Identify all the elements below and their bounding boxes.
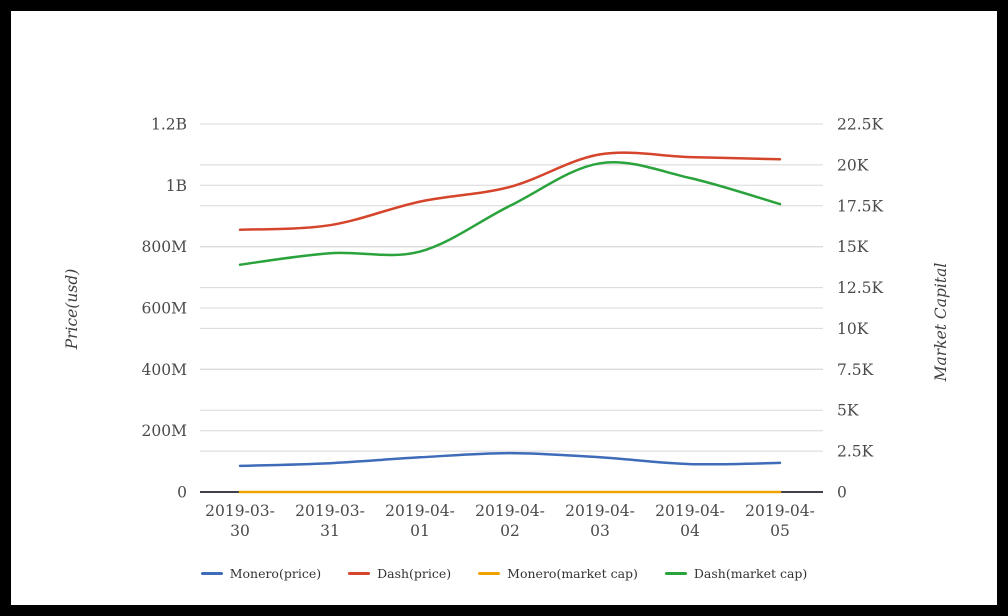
tick-label: 800M bbox=[142, 238, 188, 256]
x-tick-label: 2019-03-31 bbox=[295, 502, 365, 540]
tick-label: 200M bbox=[142, 422, 188, 440]
legend-item-monero-market-cap[interactable]: Monero(market cap) bbox=[478, 566, 638, 581]
right-axis-title: Market Capital bbox=[932, 262, 950, 382]
legend-item-monero-price[interactable]: Monero(price) bbox=[200, 566, 322, 581]
tick-label: 12.5K bbox=[837, 279, 884, 297]
series-group bbox=[238, 151, 782, 494]
series-line-dash-price bbox=[238, 151, 782, 232]
tick-label: 10K bbox=[837, 320, 869, 338]
x-tick-label: 2019-04-04 bbox=[655, 502, 725, 540]
chart-canvas: 0 200M 400M 600M 800M 1B 1.2B 0 2.5K 5K 7.5K 10K 12.… bbox=[11, 11, 997, 605]
legend-label: Dash(price) bbox=[377, 566, 452, 581]
tick-label: 1.2B bbox=[151, 116, 187, 134]
tick-label: 22.5K bbox=[837, 116, 884, 134]
x-tick-label: 2019-04-03 bbox=[565, 502, 635, 540]
tick-label: 20K bbox=[837, 156, 869, 174]
tick-label: 5K bbox=[837, 402, 859, 420]
tick-label: 0 bbox=[837, 484, 847, 502]
plot-area: 0 200M 400M 600M 800M 1B 1.2B 0 2.5K 5K 7.5K 10K 12.… bbox=[142, 116, 884, 541]
left-axis-tick-labels: 0 200M 400M 600M 800M 1B 1.2B bbox=[142, 116, 188, 502]
tick-label: 1B bbox=[166, 177, 187, 195]
legend-label: Monero(price) bbox=[229, 566, 322, 581]
tick-label: 17.5K bbox=[837, 197, 884, 215]
tick-label: 600M bbox=[142, 300, 188, 318]
legend-line-marker bbox=[664, 572, 687, 575]
legend-line-marker bbox=[348, 572, 371, 575]
right-axis-tick-labels: 0 2.5K 5K 7.5K 10K 12.5K 15K 17.5K 20K 22.5K bbox=[837, 116, 884, 502]
tick-label: 400M bbox=[142, 361, 188, 379]
tick-label: 2.5K bbox=[837, 443, 874, 461]
legend-item-dash-market-cap[interactable]: Dash(market cap) bbox=[664, 566, 808, 581]
tick-label: 0 bbox=[177, 484, 187, 502]
legend-line-marker bbox=[478, 572, 501, 575]
legend-label: Monero(market cap) bbox=[507, 566, 638, 581]
series-line-dash-market-cap bbox=[238, 161, 782, 266]
gridlines bbox=[200, 123, 823, 452]
legend-line-marker bbox=[200, 572, 223, 575]
x-tick-label: 2019-03-30 bbox=[205, 502, 275, 540]
x-axis-tick-labels: 2019-03-30 2019-03-31 2019-04-01 2019-04-02… bbox=[205, 502, 815, 540]
series-line-monero-price bbox=[238, 451, 782, 468]
tick-label: 7.5K bbox=[837, 361, 874, 379]
legend: Monero(price) Dash(price) Monero(market ca… bbox=[11, 566, 997, 581]
left-axis-title: Price(usd) bbox=[63, 268, 81, 350]
tick-label: 15K bbox=[837, 238, 869, 256]
legend-label: Dash(market cap) bbox=[693, 566, 808, 581]
legend-item-dash-price[interactable]: Dash(price) bbox=[348, 566, 451, 581]
x-tick-label: 2019-04-01 bbox=[385, 502, 455, 540]
x-tick-label: 2019-04-02 bbox=[475, 502, 545, 540]
x-tick-label: 2019-04-05 bbox=[745, 502, 815, 540]
